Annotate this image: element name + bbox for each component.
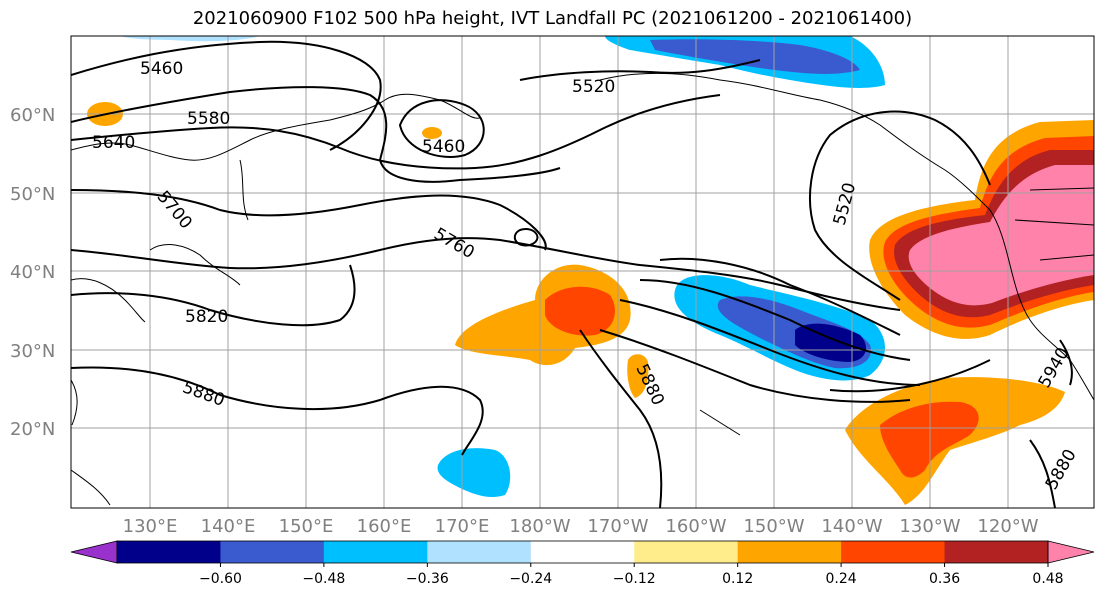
positive-anomaly-region [880, 401, 979, 478]
contour-label: 5580 [187, 109, 230, 129]
lon-tick-label: 170°W [587, 516, 648, 537]
colorbar-swatch [530, 541, 635, 563]
lon-tick-label: 180°W [509, 516, 570, 537]
lon-tick-label: 140°E [201, 516, 256, 537]
positive-anomaly-region [545, 286, 615, 336]
contour-5520 [519, 59, 761, 81]
colorbar-tick-label: −0.60 [199, 571, 242, 587]
contour-5520 [809, 110, 991, 301]
contour-label: 5820 [185, 307, 228, 327]
coastlines [71, 72, 1094, 506]
negative-anomaly-region [437, 448, 511, 498]
lon-tick-label: 150°W [743, 516, 804, 537]
lat-tick-label: 30°N [10, 341, 55, 362]
colorbar-tick-label: −0.36 [406, 571, 449, 587]
colorbar-tick-label: −0.48 [302, 571, 345, 587]
contour-5820 [71, 264, 356, 327]
colorbar-swatch [944, 541, 1049, 563]
height-contours [71, 40, 1073, 508]
graticule [71, 36, 1094, 508]
lon-tick-label: 130°E [123, 516, 178, 537]
lat-tick-label: 60°N [10, 105, 55, 126]
contour-5940 [1059, 339, 1073, 386]
lon-tick-label: 140°W [821, 516, 882, 537]
lon-tick-label: 160°E [357, 516, 412, 537]
contour-5760 [71, 237, 901, 311]
lon-tick-label: 130°W [899, 516, 960, 537]
contour-label: 5520 [572, 77, 615, 97]
latitude-axis: 60°N 50°N 40°N 30°N 20°N [10, 105, 55, 440]
colorbar-tick-label: −0.12 [613, 571, 656, 587]
contour-label: 5460 [422, 137, 465, 157]
colorbar-swatch [737, 541, 842, 563]
colorbar-swatch [634, 541, 739, 563]
colorbar-tick-label: −0.24 [509, 571, 552, 587]
lat-tick-label: 50°N [10, 184, 55, 205]
lat-tick-label: 40°N [10, 262, 55, 283]
contour-label: 5460 [140, 59, 183, 79]
lon-tick-label: 170°E [435, 516, 490, 537]
map-frame [70, 35, 1095, 509]
contour-label: 5640 [92, 133, 135, 153]
lat-tick-label: 20°N [10, 419, 55, 440]
contour-5880 [579, 329, 663, 508]
colorbar-swatch [427, 541, 532, 563]
colorbar-tick-label: 0.48 [1032, 571, 1063, 587]
contour-5700 [71, 189, 547, 251]
contour-5460 [71, 40, 382, 151]
negative-anomaly-region [650, 39, 860, 74]
lon-tick-label: 120°W [977, 516, 1038, 537]
positive-anomaly-region [422, 127, 442, 139]
colorbar-tick-label: 0.24 [826, 571, 857, 587]
colorbar-swatch [220, 541, 325, 563]
contour-5640 [71, 94, 721, 170]
map-title: 2021060900 F102 500 hPa height, IVT Land… [192, 8, 913, 29]
colorbar-tick-label: 0.12 [722, 571, 753, 587]
negative-anomaly-region [120, 36, 260, 42]
lon-tick-label: 160°W [665, 516, 726, 537]
colorbar: −0.60 −0.48 −0.36 −0.24 −0.12 0.12 0.24 0.36 0.4… [70, 540, 1095, 587]
colorbar-swatch [841, 541, 946, 563]
positive-anomaly-region [627, 354, 649, 398]
longitude-axis: 130°E 140°E 150°E 160°E 170°E 180°W 170°… [123, 516, 1039, 537]
contour-5580 [71, 86, 561, 183]
lon-tick-label: 150°E [279, 516, 334, 537]
colorbar-extend-max [1047, 540, 1095, 564]
colorbar-swatch [117, 541, 221, 563]
colorbar-extend-min [70, 540, 118, 564]
colorbar-border [116, 540, 1049, 564]
contour-5880 [71, 366, 484, 456]
colorbar-swatch [323, 541, 428, 563]
contour-5880 [1029, 439, 1056, 508]
colorbar-tick-label: 0.36 [929, 571, 960, 587]
negative-anomaly-region [795, 323, 866, 362]
contour-5460 [398, 99, 485, 158]
